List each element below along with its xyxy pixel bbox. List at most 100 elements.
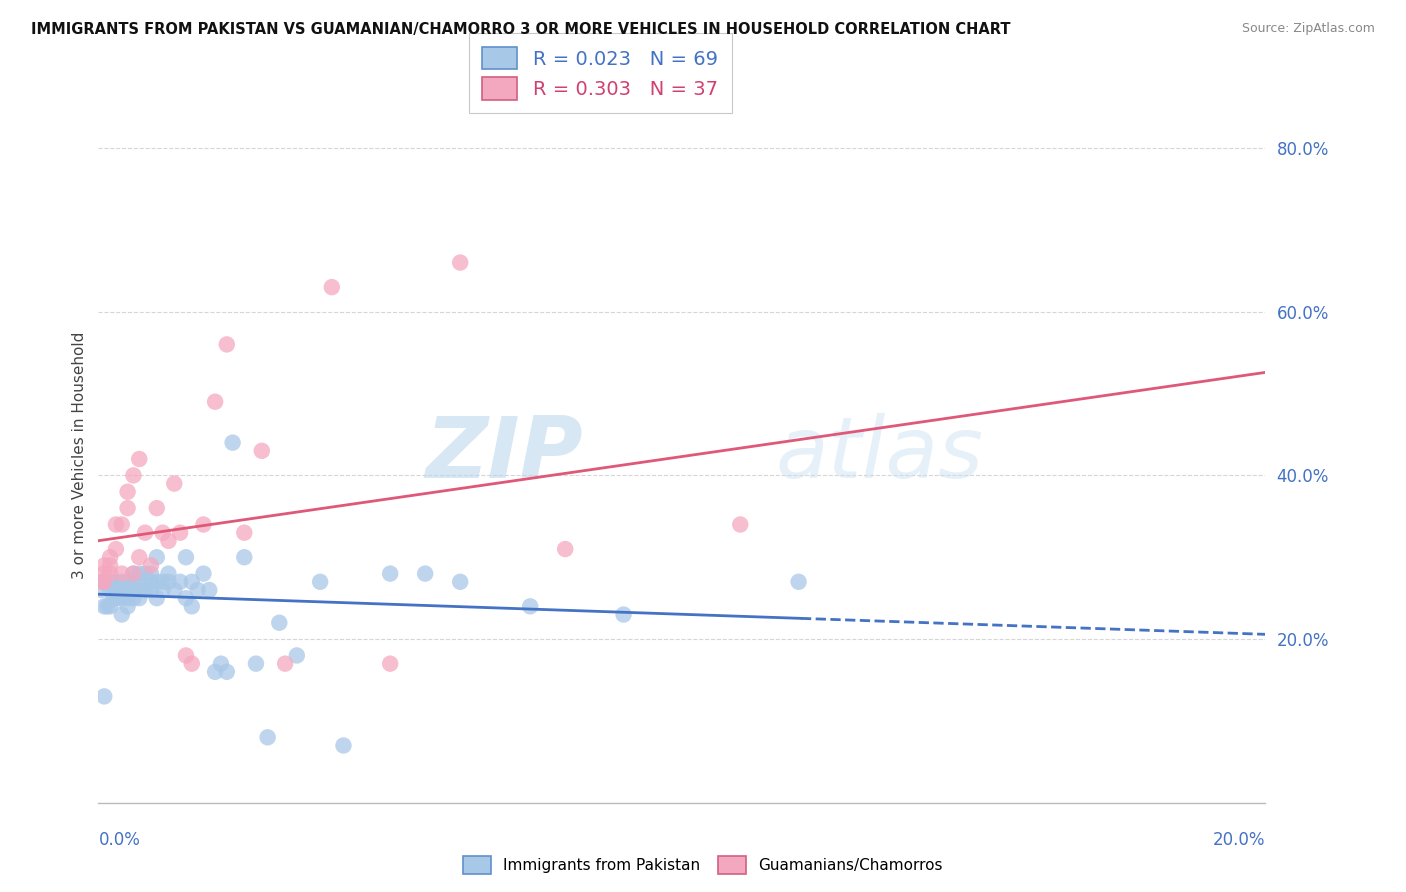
- Text: IMMIGRANTS FROM PAKISTAN VS GUAMANIAN/CHAMORRO 3 OR MORE VEHICLES IN HOUSEHOLD C: IMMIGRANTS FROM PAKISTAN VS GUAMANIAN/CH…: [31, 22, 1011, 37]
- Point: [321, 280, 343, 294]
- Point: [269, 615, 291, 630]
- Point: [198, 582, 221, 597]
- Point: [152, 582, 174, 597]
- Point: [193, 566, 215, 581]
- Point: [152, 525, 174, 540]
- Point: [128, 582, 150, 597]
- Point: [612, 607, 634, 622]
- Point: [157, 574, 180, 589]
- Point: [111, 591, 134, 606]
- Point: [146, 550, 169, 565]
- Point: [174, 591, 197, 606]
- Point: [122, 566, 145, 581]
- Point: [449, 574, 471, 589]
- Point: [139, 566, 162, 581]
- Point: [139, 574, 162, 589]
- Point: [117, 484, 139, 499]
- Point: [134, 582, 156, 597]
- Point: [117, 582, 139, 597]
- Point: [380, 566, 402, 581]
- Point: [93, 599, 115, 614]
- Point: [111, 582, 134, 597]
- Point: [111, 517, 134, 532]
- Point: [117, 574, 139, 589]
- Point: [93, 566, 115, 581]
- Point: [117, 574, 139, 589]
- Text: 20.0%: 20.0%: [1213, 830, 1265, 848]
- Point: [117, 599, 139, 614]
- Point: [233, 525, 256, 540]
- Point: [157, 566, 180, 581]
- Point: [519, 599, 541, 614]
- Point: [250, 443, 273, 458]
- Point: [93, 558, 115, 573]
- Point: [157, 533, 180, 548]
- Point: [96, 599, 118, 614]
- Point: [233, 550, 256, 565]
- Point: [111, 607, 134, 622]
- Point: [93, 574, 115, 589]
- Point: [117, 591, 139, 606]
- Point: [274, 657, 297, 671]
- Point: [104, 591, 127, 606]
- Point: [245, 657, 267, 671]
- Point: [93, 574, 115, 589]
- Point: [554, 542, 576, 557]
- Point: [139, 558, 162, 573]
- Point: [180, 599, 202, 614]
- Point: [139, 582, 162, 597]
- Point: [98, 550, 121, 565]
- Point: [163, 582, 186, 597]
- Point: [215, 337, 238, 351]
- Point: [169, 574, 191, 589]
- Point: [146, 574, 169, 589]
- Point: [169, 525, 191, 540]
- Point: [101, 591, 124, 606]
- Text: 0.0%: 0.0%: [98, 830, 141, 848]
- Point: [90, 574, 112, 589]
- Point: [122, 582, 145, 597]
- Point: [285, 648, 308, 663]
- Point: [152, 574, 174, 589]
- Point: [730, 517, 752, 532]
- Point: [146, 591, 169, 606]
- Point: [193, 517, 215, 532]
- Point: [90, 582, 112, 597]
- Point: [128, 550, 150, 565]
- Point: [128, 566, 150, 581]
- Point: [209, 657, 232, 671]
- Point: [134, 582, 156, 597]
- Point: [134, 566, 156, 581]
- Point: [204, 394, 226, 409]
- Point: [98, 599, 121, 614]
- Text: Source: ZipAtlas.com: Source: ZipAtlas.com: [1241, 22, 1375, 36]
- Point: [787, 574, 810, 589]
- Point: [332, 739, 354, 753]
- Point: [309, 574, 332, 589]
- Point: [122, 591, 145, 606]
- Point: [180, 657, 202, 671]
- Point: [104, 591, 127, 606]
- Legend: Immigrants from Pakistan, Guamanians/Chamorros: Immigrants from Pakistan, Guamanians/Cha…: [457, 850, 949, 880]
- Point: [111, 566, 134, 581]
- Legend: R = 0.023   N = 69, R = 0.303   N = 37: R = 0.023 N = 69, R = 0.303 N = 37: [468, 33, 731, 113]
- Point: [146, 501, 169, 516]
- Point: [104, 574, 127, 589]
- Point: [256, 731, 278, 745]
- Point: [128, 452, 150, 467]
- Point: [98, 558, 121, 573]
- Point: [122, 566, 145, 581]
- Point: [98, 566, 121, 581]
- Point: [104, 542, 127, 557]
- Y-axis label: 3 or more Vehicles in Household: 3 or more Vehicles in Household: [72, 331, 87, 579]
- Point: [117, 501, 139, 516]
- Point: [134, 525, 156, 540]
- Point: [449, 255, 471, 269]
- Point: [187, 582, 209, 597]
- Point: [122, 574, 145, 589]
- Point: [111, 574, 134, 589]
- Point: [215, 665, 238, 679]
- Point: [174, 648, 197, 663]
- Point: [174, 550, 197, 565]
- Point: [221, 435, 243, 450]
